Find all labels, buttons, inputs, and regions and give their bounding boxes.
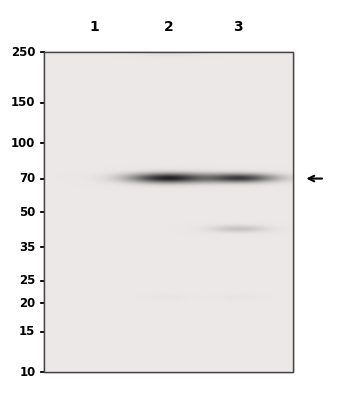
Text: 250: 250	[11, 46, 36, 58]
Text: 150: 150	[11, 96, 36, 109]
Text: 20: 20	[19, 296, 36, 310]
Text: 15: 15	[19, 325, 36, 338]
Text: 100: 100	[11, 137, 36, 150]
Text: 1: 1	[89, 20, 99, 34]
Text: 3: 3	[233, 20, 243, 34]
Bar	[44, 52, 293, 372]
Text: 50: 50	[19, 206, 36, 218]
Bar	[44, 52, 293, 372]
Text: 25: 25	[19, 274, 36, 288]
Text: 10: 10	[19, 366, 36, 378]
Text: 70: 70	[19, 172, 36, 185]
Text: 2: 2	[164, 20, 174, 34]
Text: 35: 35	[19, 241, 36, 254]
